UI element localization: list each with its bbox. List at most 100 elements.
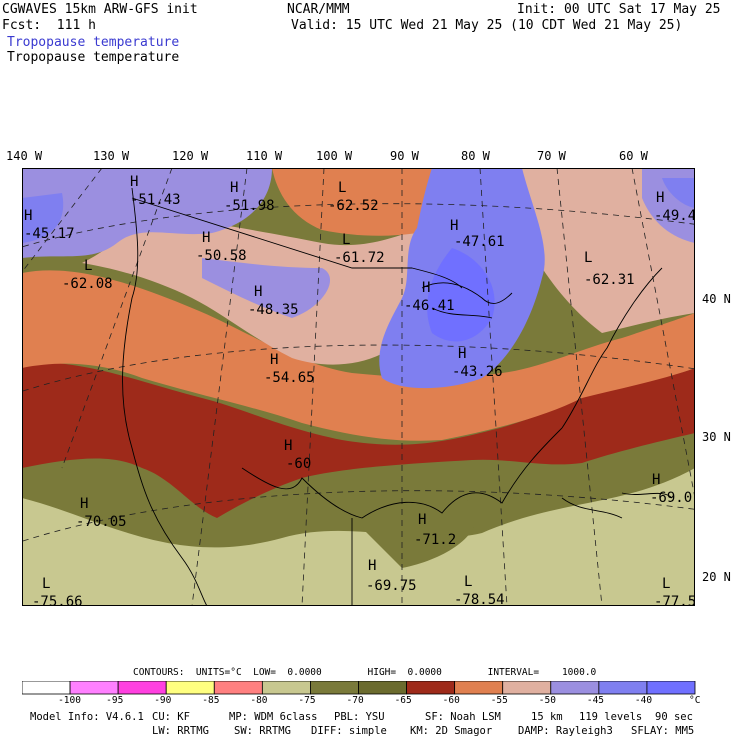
- band-minus-40: [427, 248, 495, 342]
- extremum-value: -77.5: [654, 594, 695, 606]
- extremum-type: H: [230, 180, 238, 196]
- extremum-value: -47.61: [454, 234, 505, 250]
- extremum-type: H: [368, 558, 376, 574]
- color-bar-swatch: [550, 681, 600, 695]
- color-bar-unit: °C: [689, 695, 701, 706]
- color-bar-swatch: [22, 681, 71, 695]
- footer-km: KM: 2D Smagor: [410, 725, 493, 737]
- lon-label: 90 W: [390, 149, 419, 163]
- extremum-value: -50.58: [196, 248, 247, 264]
- color-bar-level-label: -100: [58, 695, 81, 706]
- color-bar-swatch: [213, 681, 263, 695]
- extremum-value: -78.54: [454, 592, 505, 606]
- extremum-type: H: [422, 280, 430, 296]
- extremum-value: -75.66: [32, 594, 83, 606]
- footer-sw: SW: RRTMG: [234, 725, 291, 737]
- header-center: NCAR/MMM: [287, 2, 350, 17]
- color-bar-swatch: [117, 681, 167, 695]
- lat-label: 30 N: [702, 430, 731, 444]
- coastlines-borders: [122, 187, 673, 606]
- color-bar-level-label: -65: [394, 695, 412, 706]
- band-minus-45-ne: [662, 178, 695, 208]
- extremum-type: L: [338, 180, 346, 196]
- extremum-type: L: [342, 232, 350, 248]
- footer-damp: DAMP: Rayleigh3: [518, 725, 613, 737]
- footer-resolution: 15 km: [531, 711, 563, 723]
- extremum-type: H: [202, 230, 210, 246]
- band-minus-50-central: [202, 258, 331, 318]
- extremum-type: L: [464, 574, 472, 590]
- extremum-value: -45.17: [24, 226, 75, 242]
- extremum-type: L: [584, 250, 592, 266]
- band-minus-60-north: [272, 168, 442, 236]
- color-bar-level-label: -80: [250, 695, 268, 706]
- extremum-value: -70.05: [76, 514, 127, 530]
- extremum-type: H: [270, 352, 278, 368]
- color-bar-swatch: [310, 681, 359, 695]
- header-forecast-hour: Fcst: 111 h: [2, 18, 96, 33]
- lon-label: 120 W: [172, 149, 209, 163]
- color-bar-swatch: [502, 681, 552, 695]
- color-bar-swatch: [165, 681, 215, 695]
- extremum-type: H: [254, 284, 262, 300]
- extremum-value: -71.2: [414, 532, 456, 548]
- footer-model-info: Model Info: V4.6.1: [30, 711, 144, 723]
- extremum-value: -51.98: [224, 198, 275, 214]
- footer-mp: MP: WDM 6class: [229, 711, 318, 723]
- extremum-value: -54.65: [264, 370, 315, 386]
- color-bar-level-label: -85: [202, 695, 220, 706]
- color-bar-level-label: -75: [298, 695, 316, 706]
- footer-timestep: 90 sec: [655, 711, 693, 723]
- lon-label: 60 W: [619, 149, 648, 163]
- color-bar-level-label: -45: [586, 695, 605, 706]
- lon-label: 140 W: [6, 149, 43, 163]
- color-bar-swatch: [69, 681, 119, 695]
- extremum-value: -43.26: [452, 364, 503, 380]
- extremum-type: H: [450, 218, 458, 234]
- color-bar-level-label: -95: [106, 695, 124, 706]
- color-bar: [22, 681, 696, 695]
- lon-label: 130 W: [93, 149, 130, 163]
- extremum-value: -69.75: [366, 578, 417, 594]
- color-bar-level-label: -50: [538, 695, 556, 706]
- footer-sf: SF: Noah LSM: [425, 711, 501, 723]
- map-frame: [22, 168, 695, 606]
- extremum-value: -51.43: [130, 192, 181, 208]
- footer-sflay: SFLAY: MM5: [631, 725, 695, 737]
- contours-info: CONTOURS: UNITS=°C LOW= 0.0000 HIGH= 0.0…: [133, 667, 597, 678]
- footer-levels: 119 levels: [579, 711, 643, 723]
- extremum-type: H: [80, 496, 88, 512]
- extremum-value: -62.08: [62, 276, 113, 292]
- footer-diff: DIFF: simple: [311, 725, 387, 737]
- header-init: Init: 00 UTC Sat 17 May 25: [517, 2, 721, 17]
- extremum-value: -46.41: [404, 298, 455, 314]
- lon-label: 70 W: [537, 149, 566, 163]
- field-title-2: Tropopause temperature: [7, 50, 180, 65]
- header-left-line1: CGWAVES 15km ARW-GFS init: [2, 2, 198, 17]
- color-bar-swatch: [358, 681, 407, 695]
- color-bar-level-label: -60: [442, 695, 460, 706]
- tropopause-temperature-map: H -51.43 H -45.17 H -51.98 L -62.52 L -6…: [22, 168, 695, 606]
- band-minus-45-west: [22, 193, 64, 243]
- extremum-value: -60: [286, 456, 311, 472]
- footer-cu: CU: KF: [152, 711, 190, 723]
- extremum-value: -48.35: [248, 302, 299, 318]
- color-bar-swatch: [598, 681, 648, 695]
- lat-label: 40 N: [702, 292, 731, 306]
- footer-pbl: PBL: YSU: [334, 711, 385, 723]
- extremum-value: -49.4: [654, 208, 695, 224]
- color-bar-swatch: [406, 681, 456, 695]
- extremum-value: -62.52: [328, 198, 379, 214]
- lon-label: 100 W: [316, 149, 353, 163]
- header-valid: Valid: 15 UTC Wed 21 May 25 (10 CDT Wed …: [291, 18, 683, 33]
- extremum-type: H: [458, 346, 466, 362]
- extremum-type: H: [418, 512, 426, 528]
- lon-label: 110 W: [246, 149, 283, 163]
- band-minus-70-patch: [362, 498, 478, 568]
- extremum-value: -69.0: [650, 490, 692, 506]
- color-bar-swatch: [261, 681, 311, 695]
- lon-label: 80 W: [461, 149, 490, 163]
- extremum-type: H: [24, 208, 32, 224]
- extremum-type: H: [284, 438, 292, 454]
- extremum-type: L: [662, 576, 670, 592]
